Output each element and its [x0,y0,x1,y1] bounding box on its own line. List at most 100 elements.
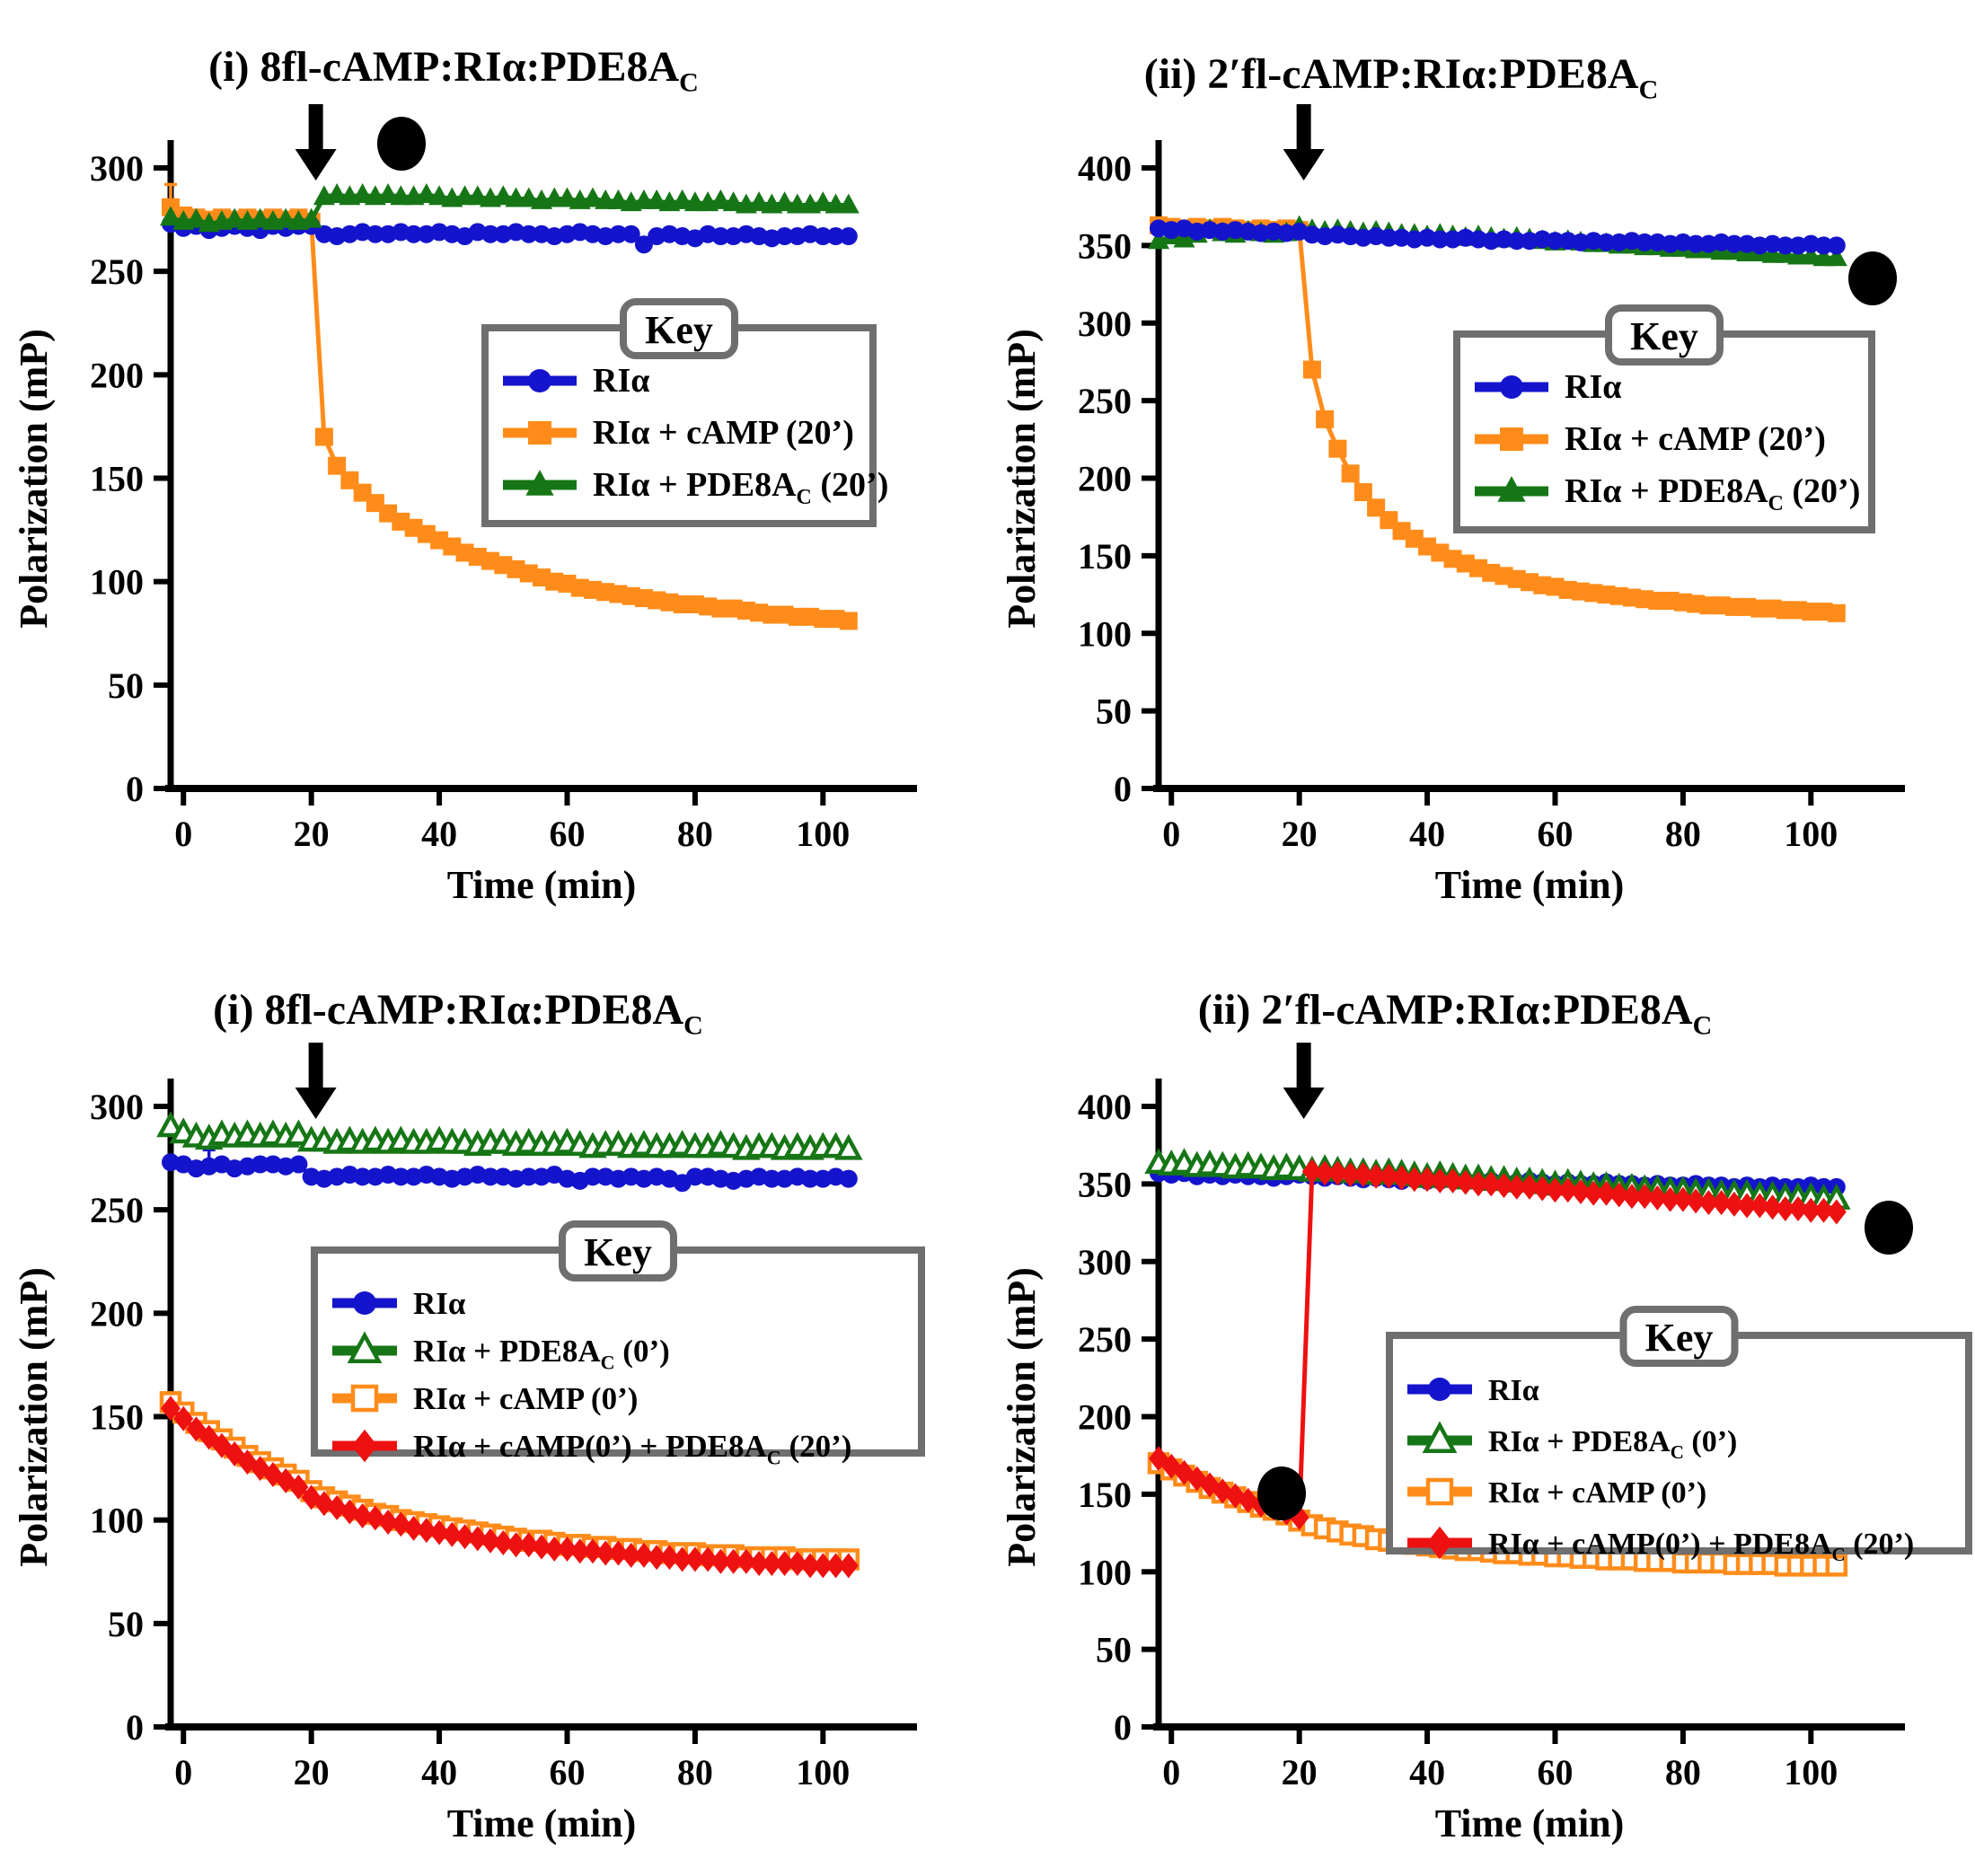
data-point-marker [672,1546,692,1572]
data-point-marker [1442,1167,1463,1193]
x-tick-label: 100 [1784,814,1838,854]
data-point-marker [1827,236,1846,255]
x-tick-label: 80 [677,814,713,854]
y-tick-label: 400 [1078,148,1132,189]
data-point-marker [684,1546,705,1572]
legend-item-label: RIα [1565,368,1621,406]
data-point-marker [1621,1184,1642,1210]
data-point-marker [556,187,578,207]
x-tick-label: 100 [796,814,850,854]
x-axis-label: Time (min) [1435,863,1625,907]
legend-marker-circle [1500,375,1523,399]
data-point-marker [517,187,540,207]
data-point-marker [838,1553,859,1579]
legend-marker-triangle [347,1331,383,1363]
data-point-marker [161,1396,181,1422]
injection-arrow-icon [1283,104,1325,181]
legend-item: RIα [503,362,649,400]
y-tick-label: 300 [1078,1242,1132,1282]
data-point-marker [801,1169,820,1188]
y-tick-label: 0 [1114,769,1132,809]
legend-item: RIα + cAMP (0’) [332,1381,638,1416]
data-point-marker [1724,1191,1744,1217]
x-tick-label: 0 [1162,814,1180,854]
step-badge-2: 2 [1865,1201,1913,1255]
injection-arrow-icon [295,104,337,181]
y-tick-label: 250 [1078,381,1132,421]
data-point-marker [787,1551,807,1577]
injection-arrow-icon [295,1043,337,1119]
y-tick-label: 200 [90,355,144,395]
data-point-marker [249,207,271,228]
data-point-marker [1711,1190,1732,1216]
legend-item-label: RIα + PDE8AC (0’) [1488,1425,1737,1463]
legend-item-label: RIα + PDE8AC (20’) [1565,472,1860,515]
data-point-marker [1431,230,1450,249]
legend-item-label: RIα [413,1286,466,1321]
badge-number: 2 [1863,256,1883,302]
data-point-marker [839,227,858,246]
data-point-marker [1776,236,1794,255]
y-tick-label: 350 [1078,225,1132,266]
data-point-marker [762,1551,782,1577]
y-axis-label: Polarization (mP) [1000,329,1044,629]
data-point-marker [1570,1179,1591,1205]
x-axis-label: Time (min) [447,1801,637,1845]
y-tick-label: 0 [126,769,144,809]
data-point-marker [275,207,297,228]
badge-circle [377,117,426,171]
legend-item-label: RIα [593,362,649,400]
x-tick-label: 60 [549,814,585,854]
data-point-marker [428,185,451,206]
y-tick-label: 300 [90,1087,144,1127]
data-point-marker [1302,360,1321,379]
data-point-marker [607,189,630,209]
data-point-marker [1647,1185,1668,1211]
injection-arrow-icon [1283,1043,1325,1119]
y-tick-label: 150 [90,459,144,499]
data-point-marker [493,1530,514,1556]
data-point-marker [1687,234,1706,253]
data-point-marker [837,193,860,214]
data-point-marker [1737,1193,1758,1219]
data-point-marker [595,1540,616,1566]
legend-marker-triangle [1497,476,1526,502]
data-point-marker [1316,410,1335,428]
data-point-marker [481,1528,501,1554]
series-green-triangle [160,182,860,233]
data-point-marker [1827,603,1846,622]
data-point-marker [1366,1163,1387,1189]
y-tick-label: 100 [90,1501,144,1541]
data-point-marker [251,1155,269,1174]
data-point-marker [160,206,181,226]
plot-top-left: (i) 8fl-cAMP:RIα:PDE8AC05010015020025030… [12,43,917,907]
data-point-marker [1149,1446,1168,1472]
data-point-marker [748,191,771,212]
data-point-marker [1762,1194,1783,1220]
legend-marker-triangle [1422,1421,1458,1453]
chart-title: (i) 8fl-cAMP:RIα:PDE8AC [208,43,699,98]
y-axis-label: Polarization (mP) [12,1267,56,1567]
data-point-marker [404,225,423,243]
legend-item-label: RIα + PDE8AC (0’) [413,1334,670,1373]
chart-top-left: (i) 8fl-cAMP:RIα:PDE8AC 0 50 100 150 200 250 30… [0,0,988,938]
data-point-marker [813,1553,833,1579]
x-tick-label: 20 [294,814,330,854]
data-point-marker [1596,1180,1617,1206]
step-badge-1: 1 [377,117,426,171]
plot-top-right: (ii) 2′fl-cAMP:RIα:PDE8AC050100150200250… [1000,50,1905,907]
data-point-marker [544,1536,565,1562]
data-point-marker [1481,1171,1502,1197]
data-point-marker [284,1119,313,1146]
legend-title: Key [1645,1316,1714,1360]
data-point-marker [326,182,348,203]
data-point-marker [1199,1472,1220,1498]
x-tick-label: 80 [677,1752,713,1792]
y-tick-label: 150 [90,1397,144,1438]
badge-circle [1848,251,1897,305]
data-point-marker [749,1551,770,1577]
series-red-diamond [161,1396,859,1579]
data-point-marker [1301,1158,1322,1185]
step-badge-2: 2 [1848,251,1897,305]
data-point-marker [1546,232,1565,251]
